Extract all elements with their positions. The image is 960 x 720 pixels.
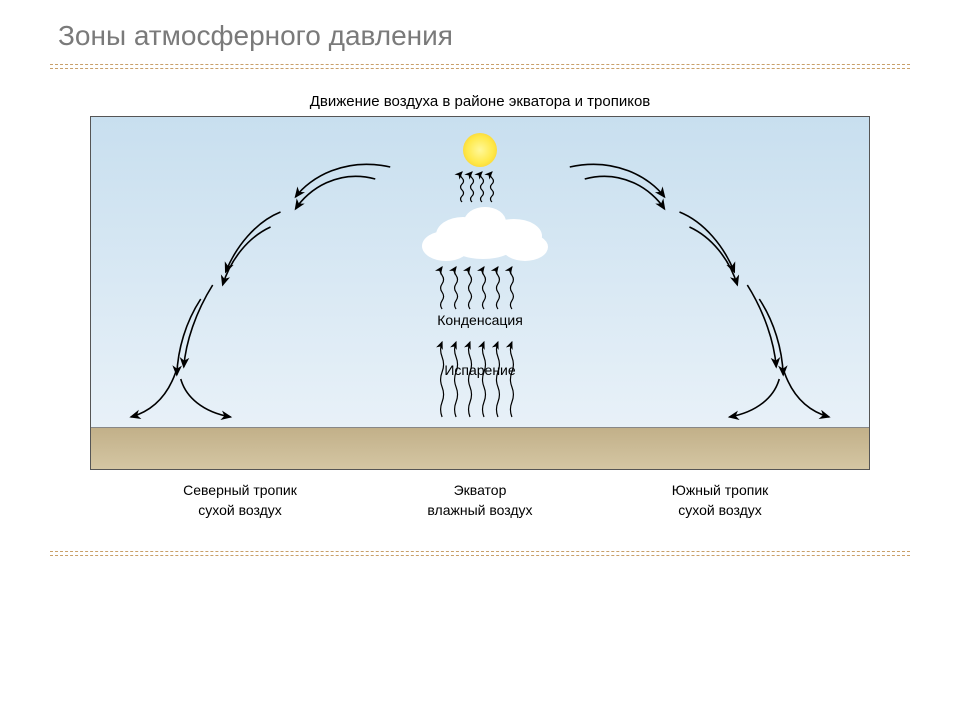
diagram-subtitle: Движение воздуха в районе экватора и тро… bbox=[50, 93, 910, 110]
label-line: сухой воздух bbox=[600, 500, 840, 520]
label-line: Северный тропик bbox=[120, 480, 360, 500]
divider-line bbox=[50, 555, 910, 556]
divider-bottom bbox=[50, 551, 910, 556]
divider-top bbox=[50, 64, 910, 69]
page-title: Зоны атмосферного давления bbox=[50, 20, 910, 52]
label-line: сухой воздух bbox=[120, 500, 360, 520]
north-tropic-label: Северный тропик сухой воздух bbox=[120, 480, 360, 521]
condensation-label: Конденсация bbox=[437, 312, 523, 328]
sky-region: Конденсация Испарение bbox=[91, 117, 869, 427]
label-line: Экватор bbox=[360, 480, 600, 500]
slide: Зоны атмосферного давления Движение возд… bbox=[0, 0, 960, 720]
cloud-shape bbox=[502, 233, 548, 261]
label-line: влажный воздух bbox=[360, 500, 600, 520]
south-tropic-label: Южный тропик сухой воздух bbox=[600, 480, 840, 521]
ground-region bbox=[91, 427, 869, 469]
sun-icon bbox=[463, 133, 497, 167]
bottom-labels: Северный тропик сухой воздух Экватор вла… bbox=[90, 470, 870, 521]
diagram-container: Конденсация Испарение bbox=[90, 116, 870, 470]
evaporation-label: Испарение bbox=[444, 362, 515, 378]
equator-label: Экватор влажный воздух bbox=[360, 480, 600, 521]
label-line: Южный тропик bbox=[600, 480, 840, 500]
divider-line bbox=[50, 551, 910, 552]
divider-line bbox=[50, 64, 910, 65]
divider-line bbox=[50, 68, 910, 69]
cloud-shape bbox=[422, 231, 470, 261]
